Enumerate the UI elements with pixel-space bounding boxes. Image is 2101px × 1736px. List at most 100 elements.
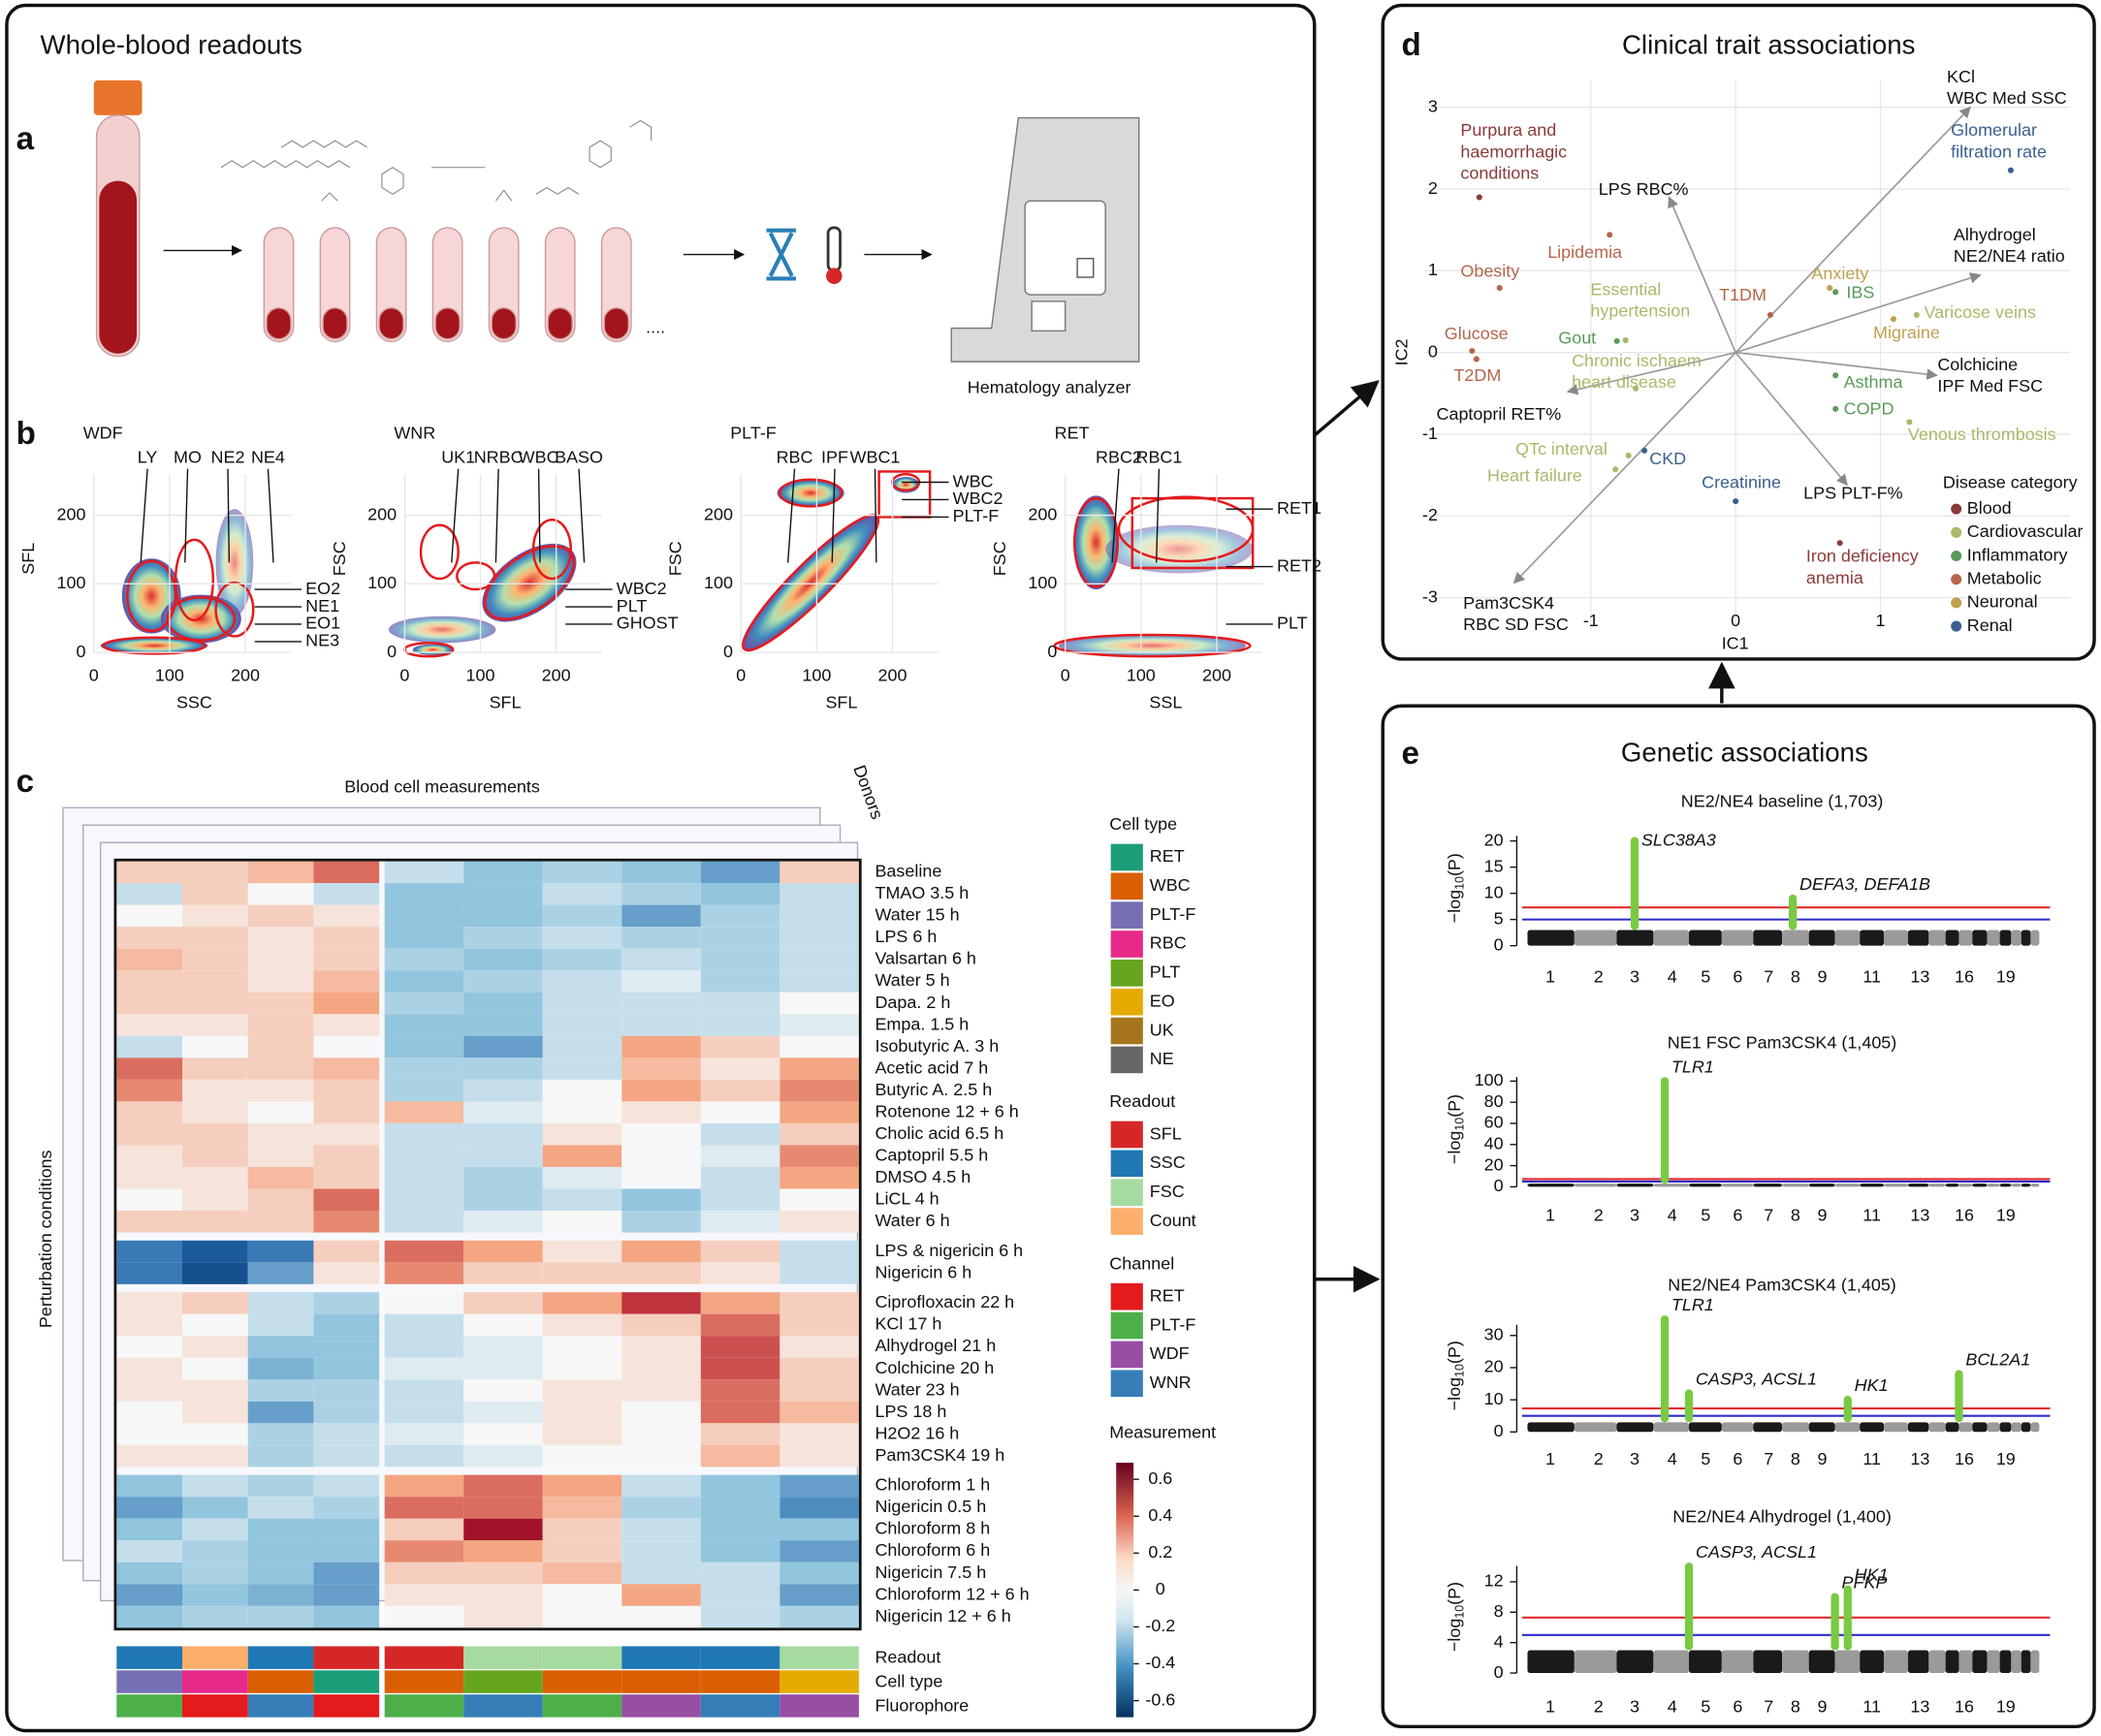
legend-label: SFL xyxy=(1150,1123,1182,1143)
annotation-cell xyxy=(182,1694,248,1718)
y-tick-label: 12 xyxy=(1484,1571,1504,1591)
y-axis-label: SFL xyxy=(18,543,38,575)
heatmap-cell xyxy=(700,1401,780,1424)
trait-point xyxy=(1612,466,1619,473)
trait-point xyxy=(1622,336,1629,344)
heatmap-cell xyxy=(463,883,543,905)
y-tick-label: 0 xyxy=(1494,934,1504,954)
channel-label: WNR xyxy=(394,423,435,442)
x-tick-label: 19 xyxy=(1996,1449,2016,1468)
heatmap-cell xyxy=(182,1444,248,1468)
x-tick-label: 16 xyxy=(1955,1449,1974,1468)
x-tick-label: 2 xyxy=(1594,967,1604,987)
background-snps xyxy=(1527,1650,1575,1674)
background-snps xyxy=(1972,930,1988,946)
gate-label: RBC1 xyxy=(1135,447,1182,466)
x-tick-label: 9 xyxy=(1818,1697,1828,1717)
heatmap-cell xyxy=(384,1166,464,1189)
peak xyxy=(1660,1077,1670,1184)
heatmap-cell xyxy=(463,1101,543,1123)
heatmap-cell xyxy=(384,1188,464,1212)
heatmap-cell xyxy=(116,1540,182,1562)
background-snps xyxy=(1945,1184,1959,1187)
heatmap-cell xyxy=(700,904,780,928)
heatmap-cell xyxy=(542,1240,622,1263)
row-label: Baseline xyxy=(875,862,941,881)
heatmap-cell xyxy=(313,927,380,949)
heatmap-cell xyxy=(463,1497,543,1519)
heatmap-cell xyxy=(384,1518,464,1541)
x-tick-label: 16 xyxy=(1955,1697,1974,1717)
panel-title: Clinical trait associations xyxy=(1622,30,1915,60)
gate-label: PLT-F xyxy=(953,506,1000,525)
x-tick-label: 11 xyxy=(1862,1206,1881,1225)
heatmap-cell xyxy=(313,1145,380,1167)
x-axis-label: IC1 xyxy=(1722,633,1749,652)
heatmap-cell xyxy=(247,1423,314,1445)
y-label-sub: 10 xyxy=(1453,1605,1467,1619)
background-snps xyxy=(1721,1650,1754,1674)
heatmap-cell xyxy=(247,1145,314,1167)
row-label: Cholic acid 6.5 h xyxy=(875,1123,1003,1143)
background-snps xyxy=(1999,930,2012,946)
heatmap-cell xyxy=(384,1423,464,1445)
heatmap-cell xyxy=(621,1474,701,1498)
heatmap-frame xyxy=(113,858,862,1631)
y-label-sub: 10 xyxy=(1453,876,1467,890)
sample-tubes xyxy=(93,79,1140,363)
y-tick-label: 40 xyxy=(1484,1134,1504,1153)
heatmap-cell xyxy=(780,1262,859,1284)
heatmap-cell xyxy=(247,1313,314,1337)
heatmap-cell xyxy=(700,948,780,971)
x-tick-label: 4 xyxy=(1668,967,1677,987)
heatmap-cell xyxy=(621,1292,701,1314)
heatmap-cell xyxy=(182,1145,248,1167)
heatmap-cell xyxy=(116,927,182,949)
background-snps xyxy=(1753,1184,1783,1187)
heatmap-cell xyxy=(384,1605,464,1628)
y-axis-label: −log10(P) xyxy=(1445,1094,1467,1164)
background-snps xyxy=(1782,1184,1809,1187)
heatmap-cell xyxy=(384,904,464,928)
heatmap-cell xyxy=(313,1035,380,1058)
heatmap-cell xyxy=(700,1313,780,1337)
background-snps xyxy=(1834,1422,1861,1433)
y-axis-label: IC2 xyxy=(1392,338,1412,365)
y-tick-label: 3 xyxy=(1428,96,1438,115)
row-label: Chloroform 8 h xyxy=(875,1519,990,1538)
legend-label: Inflammatory xyxy=(1967,545,2068,564)
trait-point xyxy=(1625,452,1632,458)
legend-title: Disease category xyxy=(1943,473,2078,492)
trait-label: Lipidemia xyxy=(1547,242,1622,262)
gate-label: MO xyxy=(174,447,202,466)
trait-label: Purpura and xyxy=(1460,120,1556,140)
gate-label: EO1 xyxy=(305,614,340,633)
trait-label: COPD xyxy=(1844,399,1894,419)
heatmap-cell xyxy=(542,927,622,949)
annotation-cell xyxy=(116,1646,182,1669)
heatmap-cell xyxy=(182,1605,248,1628)
background-snps xyxy=(1527,1422,1575,1433)
gate-label: WBC1 xyxy=(850,447,901,466)
y-label-main: −log xyxy=(1445,1619,1464,1652)
heatmap-cell xyxy=(182,1336,248,1358)
heatmap-cell xyxy=(542,904,622,928)
heatmap-cell xyxy=(313,1101,380,1123)
y-axis-label: FSC xyxy=(990,541,1009,576)
annotation-cell xyxy=(700,1670,780,1693)
trait-point xyxy=(1476,194,1482,201)
trait-point xyxy=(1496,285,1503,292)
x-tick-label: 1 xyxy=(1545,967,1555,987)
heatmap-cell xyxy=(116,1379,182,1402)
background-snps xyxy=(2021,1184,2031,1187)
x-tick-label: 9 xyxy=(1818,1206,1828,1225)
y-label-main: −log xyxy=(1445,1377,1464,1410)
heatmap-cell xyxy=(463,948,543,971)
background-snps xyxy=(1928,930,1946,946)
heatmap-cell xyxy=(182,1101,248,1123)
annotation-cell xyxy=(780,1670,859,1693)
heatmap-cell xyxy=(621,1211,701,1233)
legend-label: Renal xyxy=(1967,615,2013,635)
colorbar-tick-label: 0.4 xyxy=(1148,1505,1172,1525)
trait-point xyxy=(1913,311,1920,318)
